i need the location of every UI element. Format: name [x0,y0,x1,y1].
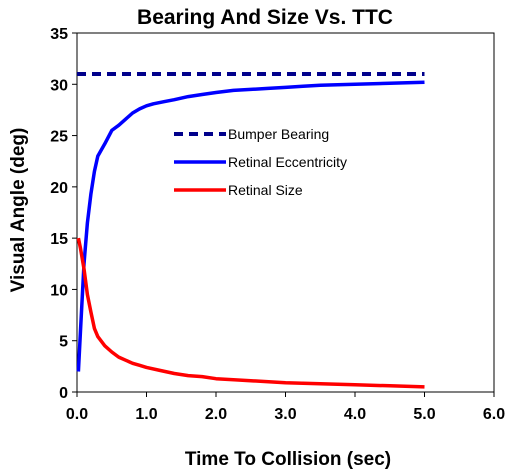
y-tick-label: 25 [50,129,68,146]
legend-label: Bumper Bearing [228,126,329,142]
x-tick-label: 0.0 [66,406,88,423]
x-tick-label: 3.0 [274,406,296,423]
y-tick-label: 0 [59,385,68,402]
y-tick-label: 20 [50,180,68,197]
series-line-retinal-eccentricity [76,80,425,372]
x-tick-label: 6.0 [483,406,505,423]
series-line-retinal-size [76,237,425,389]
legend-label: Retinal Size [228,182,303,198]
y-axis-label: Visual Angle (deg) [8,128,29,293]
x-tick-label: 2.0 [205,406,227,423]
y-tick-label: 10 [50,282,68,299]
y-tick-label: 35 [50,26,68,43]
y-tick-label: 30 [50,77,68,94]
x-tick-label: 5.0 [413,406,435,423]
legend-label: Retinal Eccentricity [228,154,347,170]
x-tick-label: 4.0 [344,406,366,423]
x-axis-label: Time To Collision (sec) [185,449,391,470]
chart-title: Bearing And Size Vs. TTC [137,6,393,29]
y-tick-label: 5 [59,334,68,351]
legend: Bumper Bearing Retinal Eccentricity Retina… [174,126,347,198]
y-tick-label: 15 [50,231,68,248]
x-tick-label: 1.0 [135,406,157,423]
plot-area: 0 5 10 15 20 25 30 35 0.0 1.0 2.0 3.0 4.0 5.0 6.0 [50,26,505,423]
